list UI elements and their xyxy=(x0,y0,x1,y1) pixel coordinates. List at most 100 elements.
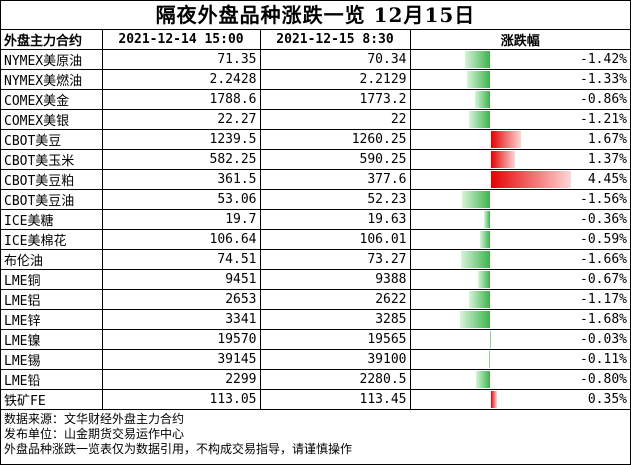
row-prev: 106.64 xyxy=(101,229,261,250)
row-name: ICE美糖 xyxy=(1,209,103,230)
down-bar xyxy=(489,331,491,348)
table-row: LME锡 39145 39100 -0.11% xyxy=(1,349,630,370)
row-name: LME铅 xyxy=(1,369,103,390)
row-prev: 1788.6 xyxy=(101,89,261,110)
row-change: -1.56% xyxy=(409,189,630,210)
change-value: 1.67% xyxy=(587,132,627,147)
row-curr: 2280.5 xyxy=(259,369,411,390)
table-row: LME铝 2653 2622 -1.17% xyxy=(1,289,630,310)
table-row: CBOT美玉米 582.25 590.25 1.37% xyxy=(1,149,630,170)
table-row: ICE美棉花 106.64 106.01 -0.59% xyxy=(1,229,630,250)
row-prev: 2299 xyxy=(101,369,261,390)
row-change: 1.67% xyxy=(409,129,630,150)
change-value: -1.68% xyxy=(580,312,627,327)
change-value: -0.03% xyxy=(580,332,627,347)
row-change: -1.66% xyxy=(409,249,630,270)
row-curr: 2622 xyxy=(259,289,411,310)
row-prev: 3341 xyxy=(101,309,261,330)
row-change: -0.03% xyxy=(409,329,630,350)
row-name: LME锌 xyxy=(1,309,103,330)
row-name: COMEX美银 xyxy=(1,109,103,130)
row-change: 0.35% xyxy=(409,389,630,410)
price-table: 外盘主力合约 2021-12-14 15:00 2021-12-15 8:30 … xyxy=(1,30,630,410)
down-bar xyxy=(476,371,491,388)
row-change: -1.21% xyxy=(409,109,630,130)
row-name: ICE美棉花 xyxy=(1,229,103,250)
footer-publisher: 发布单位：山金期货交易运作中心 xyxy=(4,427,185,441)
table-row: CBOT美豆 1239.5 1260.25 1.67% xyxy=(1,129,630,150)
row-change: -0.11% xyxy=(409,349,630,370)
row-curr: 2.2129 xyxy=(259,69,411,90)
row-curr: 19565 xyxy=(259,329,411,350)
change-value: -1.66% xyxy=(580,252,627,267)
header-row: 外盘主力合约 2021-12-14 15:00 2021-12-15 8:30 … xyxy=(1,30,630,50)
down-bar xyxy=(468,111,491,128)
row-name: NYMEX美燃油 xyxy=(1,69,103,90)
change-value: -0.59% xyxy=(580,232,627,247)
change-value: -0.36% xyxy=(580,212,627,227)
row-name: LME锡 xyxy=(1,349,103,370)
row-curr: 377.6 xyxy=(259,169,411,190)
row-prev: 361.5 xyxy=(101,169,261,190)
row-change: 4.45% xyxy=(409,169,630,190)
table-row: LME锌 3341 3285 -1.68% xyxy=(1,309,630,330)
row-curr: 106.01 xyxy=(259,229,411,250)
down-bar xyxy=(488,351,491,368)
down-bar xyxy=(484,211,491,228)
table-row: CBOT美豆油 53.06 52.23 -1.56% xyxy=(1,189,630,210)
down-bar xyxy=(469,291,491,308)
row-prev: 9451 xyxy=(101,269,261,290)
table-row: NYMEX美原油 71.35 70.34 -1.42% xyxy=(1,49,630,70)
row-change: -1.17% xyxy=(409,289,630,310)
change-value: -1.33% xyxy=(580,72,627,87)
header-prev: 2021-12-14 15:00 xyxy=(101,30,261,50)
change-value: -1.56% xyxy=(580,192,627,207)
row-name: LME铝 xyxy=(1,289,103,310)
change-value: 1.37% xyxy=(587,152,627,167)
change-value: -1.42% xyxy=(580,52,627,67)
change-value: -1.21% xyxy=(580,112,627,127)
row-curr: 1773.2 xyxy=(259,89,411,110)
header-curr: 2021-12-15 8:30 xyxy=(259,30,411,50)
down-bar xyxy=(475,91,491,108)
row-curr: 3285 xyxy=(259,309,411,330)
row-name: CBOT美豆粕 xyxy=(1,169,103,190)
row-name: CBOT美豆油 xyxy=(1,189,103,210)
change-value: -0.11% xyxy=(580,352,627,367)
row-prev: 19570 xyxy=(101,329,261,350)
row-change: 1.37% xyxy=(409,149,630,170)
up-bar xyxy=(490,171,571,188)
table-row: 布伦油 74.51 73.27 -1.66% xyxy=(1,249,630,270)
row-prev: 2.2428 xyxy=(101,69,261,90)
row-curr: 70.34 xyxy=(259,49,411,70)
row-change: -0.59% xyxy=(409,229,630,250)
row-prev: 19.7 xyxy=(101,209,261,230)
sheet-title: 隔夜外盘品种涨跌一览 12月15日 xyxy=(1,1,630,30)
row-prev: 1239.5 xyxy=(101,129,261,150)
header-change: 涨跌幅 xyxy=(409,30,630,50)
row-name: COMEX美金 xyxy=(1,89,103,110)
row-change: -1.33% xyxy=(409,69,630,90)
row-prev: 71.35 xyxy=(101,49,261,70)
row-name: LME铜 xyxy=(1,269,103,290)
row-name: NYMEX美原油 xyxy=(1,49,103,70)
down-bar xyxy=(466,71,491,88)
table-row: LME铜 9451 9388 -0.67% xyxy=(1,269,630,290)
row-curr: 590.25 xyxy=(259,149,411,170)
table-row: 铁矿FE 113.05 113.45 0.35% xyxy=(1,389,630,410)
row-prev: 113.05 xyxy=(101,389,261,410)
row-curr: 19.63 xyxy=(259,209,411,230)
row-curr: 9388 xyxy=(259,269,411,290)
down-bar xyxy=(479,231,491,248)
row-name: CBOT美玉米 xyxy=(1,149,103,170)
table-row: LME铅 2299 2280.5 -0.80% xyxy=(1,369,630,390)
row-change: -0.80% xyxy=(409,369,630,390)
row-prev: 582.25 xyxy=(101,149,261,170)
row-change: -1.68% xyxy=(409,309,630,330)
change-value: -1.17% xyxy=(580,292,627,307)
table-row: COMEX美金 1788.6 1773.2 -0.86% xyxy=(1,89,630,110)
down-bar xyxy=(462,191,491,208)
row-name: 布伦油 xyxy=(1,249,103,270)
down-bar xyxy=(460,251,491,268)
change-value: -0.80% xyxy=(580,372,627,387)
